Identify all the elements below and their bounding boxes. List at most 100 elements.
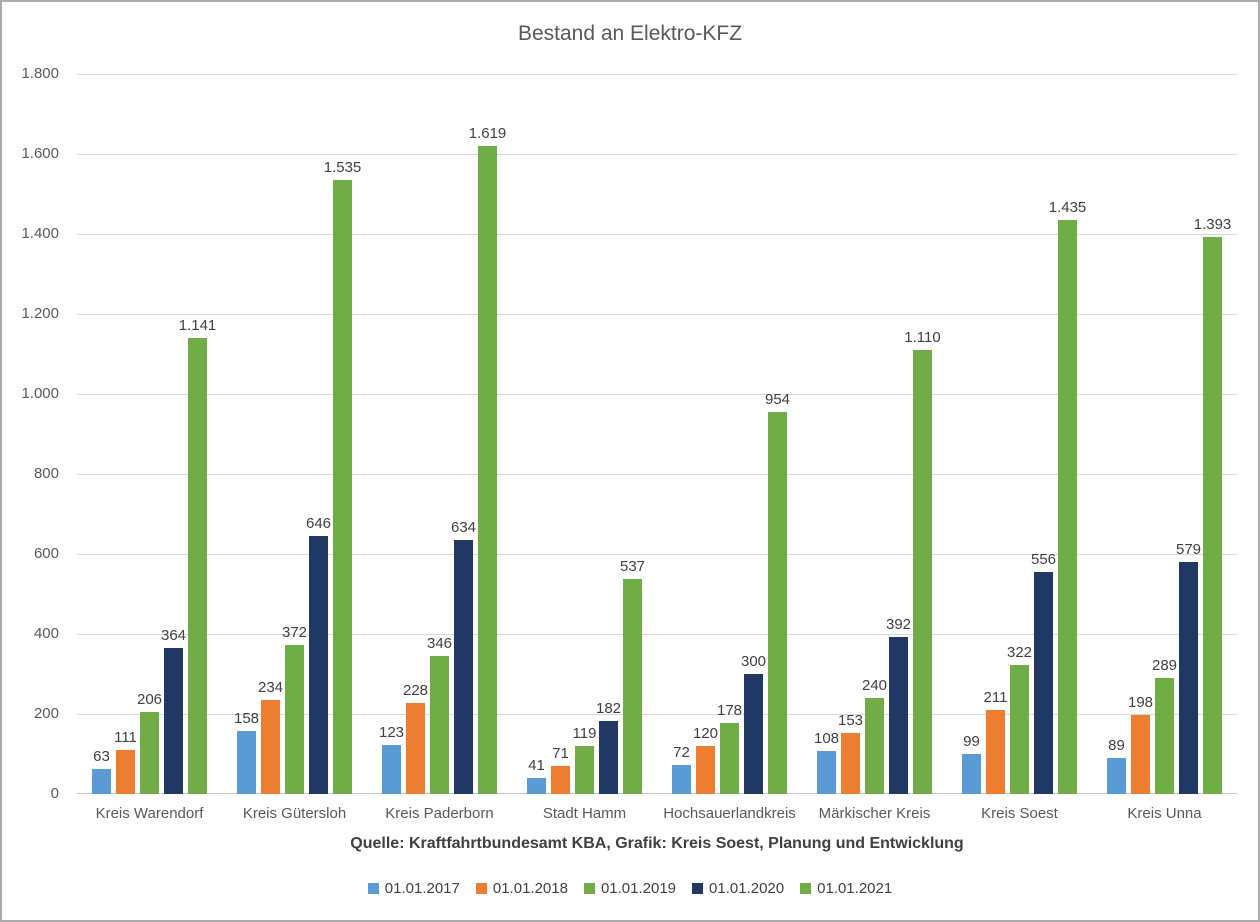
bar-value-label: 153 <box>837 711 864 729</box>
bar: 240 <box>862 677 887 794</box>
bar-value-label: 579 <box>1175 541 1202 559</box>
bar-value-label: 392 <box>885 616 912 634</box>
bar: 63 <box>92 748 111 794</box>
chart-title: Bestand an Elektro-KFZ <box>517 22 743 45</box>
bar-group: 123 228 346 634 1.619 <box>367 74 512 794</box>
bar-group: 99 211 322 556 1.435 <box>947 74 1092 794</box>
bar-value-label: 99 <box>963 733 980 751</box>
bar: 99 <box>962 733 981 794</box>
bar-value-label: 646 <box>305 514 332 532</box>
bar-value-label: 211 <box>983 688 1008 706</box>
bar-value-label: 182 <box>595 700 622 718</box>
category-label: Märkischer Kreis <box>818 805 931 822</box>
x-axis-baseline <box>77 793 1237 794</box>
bar-value-label: 234 <box>257 679 284 697</box>
bar: 123 <box>379 724 404 794</box>
y-tick-label: 1.000 <box>21 385 59 402</box>
bar: 392 <box>886 616 911 794</box>
bar-value-label: 364 <box>160 627 187 645</box>
plot-area: 63 111 206 364 1.141 158 234 372 646 1.535 123 228 3… <box>77 74 1237 794</box>
category-label: Kreis Gütersloh <box>242 805 347 822</box>
bar-value-label: 123 <box>378 723 405 741</box>
y-tick-label: 400 <box>33 625 59 642</box>
x-axis: Kreis Warendorf Kreis Gütersloh Kreis Pade… <box>77 805 1237 822</box>
y-tick-label: 1.200 <box>21 305 59 322</box>
legend-item: 01.01.2021 <box>800 880 892 897</box>
bar: 1.110 <box>904 329 941 794</box>
bar-value-label: 71 <box>552 744 569 762</box>
category-label: Kreis Soest <box>981 805 1058 822</box>
legend-swatch-icon <box>583 883 595 894</box>
y-tick-label: 200 <box>33 705 59 722</box>
bar-value-label: 63 <box>93 747 110 765</box>
legend-swatch-icon <box>800 883 812 894</box>
bar: 178 <box>717 702 742 794</box>
bar: 1.619 <box>469 125 506 794</box>
bar-value-label: 1.110 <box>904 329 941 346</box>
y-tick-label: 0 <box>50 785 59 802</box>
bar-value-label: 372 <box>281 624 308 642</box>
bar: 372 <box>282 624 307 794</box>
legend-label: 01.01.2018 <box>492 880 568 897</box>
bar-value-label: 1.141 <box>178 316 217 334</box>
bar-value-label: 108 <box>813 729 840 747</box>
bar-group: 108 153 240 392 1.110 <box>802 74 947 794</box>
bar: 1.393 <box>1194 216 1231 794</box>
gridline <box>77 394 1237 395</box>
bar: 646 <box>306 515 331 794</box>
bar-group: 41 71 119 182 537 <box>512 74 657 794</box>
bar-value-label: 1.535 <box>323 159 362 176</box>
bar: 1.435 <box>1049 199 1086 794</box>
bar: 108 <box>814 730 839 794</box>
bar: 954 <box>765 391 790 794</box>
legend: 01.01.2017 01.01.2018 01.01.2019 01.01.2020… <box>2 880 1258 897</box>
legend-item: 01.01.2019 <box>583 880 677 897</box>
bar: 537 <box>620 558 645 794</box>
bar-value-label: 111 <box>114 728 137 746</box>
bar-value-label: 178 <box>716 701 743 719</box>
y-tick-label: 600 <box>33 545 59 562</box>
bar-value-label: 228 <box>402 681 429 699</box>
bar-value-label: 346 <box>426 634 453 652</box>
bar-value-label: 158 <box>233 709 260 727</box>
bar: 119 <box>573 725 596 794</box>
bar-value-label: 300 <box>740 653 767 670</box>
bar: 71 <box>551 745 570 794</box>
bar-group: 89 198 289 579 1.393 <box>1092 74 1237 794</box>
bar: 89 <box>1107 737 1126 794</box>
category-label: Kreis Warendorf <box>95 805 204 822</box>
legend-label: 01.01.2021 <box>817 880 893 897</box>
gridline <box>77 714 1237 715</box>
bar: 72 <box>672 744 691 794</box>
bar-value-label: 1.619 <box>468 125 507 143</box>
bar-group: 63 111 206 364 1.141 <box>77 74 222 794</box>
gridline <box>77 314 1237 315</box>
legend-item: 01.01.2017 <box>367 880 460 897</box>
bar: 111 <box>114 729 137 794</box>
y-tick-label: 1.400 <box>21 225 59 242</box>
bar: 579 <box>1176 541 1201 794</box>
legend-label: 01.01.2019 <box>600 880 677 897</box>
legend-item: 01.01.2018 <box>475 880 568 897</box>
y-axis: 1.800 1.600 1.400 1.200 1.000 800 600 400 200 0 <box>2 2 59 920</box>
category-label: Kreis Unna <box>1127 805 1202 822</box>
legend-swatch-icon <box>367 883 379 894</box>
bar: 634 <box>451 519 476 794</box>
bar-value-label: 119 <box>572 725 597 743</box>
bar: 41 <box>527 757 546 794</box>
gridline <box>77 154 1237 155</box>
bar: 289 <box>1152 657 1177 794</box>
bar-group: 72 120 178 300 954 <box>657 74 802 794</box>
bar-value-label: 89 <box>1108 737 1125 755</box>
category-label: Hochsauerlandkreis <box>663 805 796 822</box>
legend-swatch-icon <box>475 883 487 894</box>
y-tick-label: 800 <box>33 465 59 482</box>
bar-value-label: 1.435 <box>1048 199 1087 216</box>
bar: 556 <box>1031 551 1056 794</box>
gridline <box>77 234 1237 235</box>
bar-value-label: 537 <box>619 558 646 576</box>
bar-value-label: 556 <box>1030 550 1057 568</box>
bar-value-label: 206 <box>136 690 163 708</box>
bar: 120 <box>693 725 718 794</box>
